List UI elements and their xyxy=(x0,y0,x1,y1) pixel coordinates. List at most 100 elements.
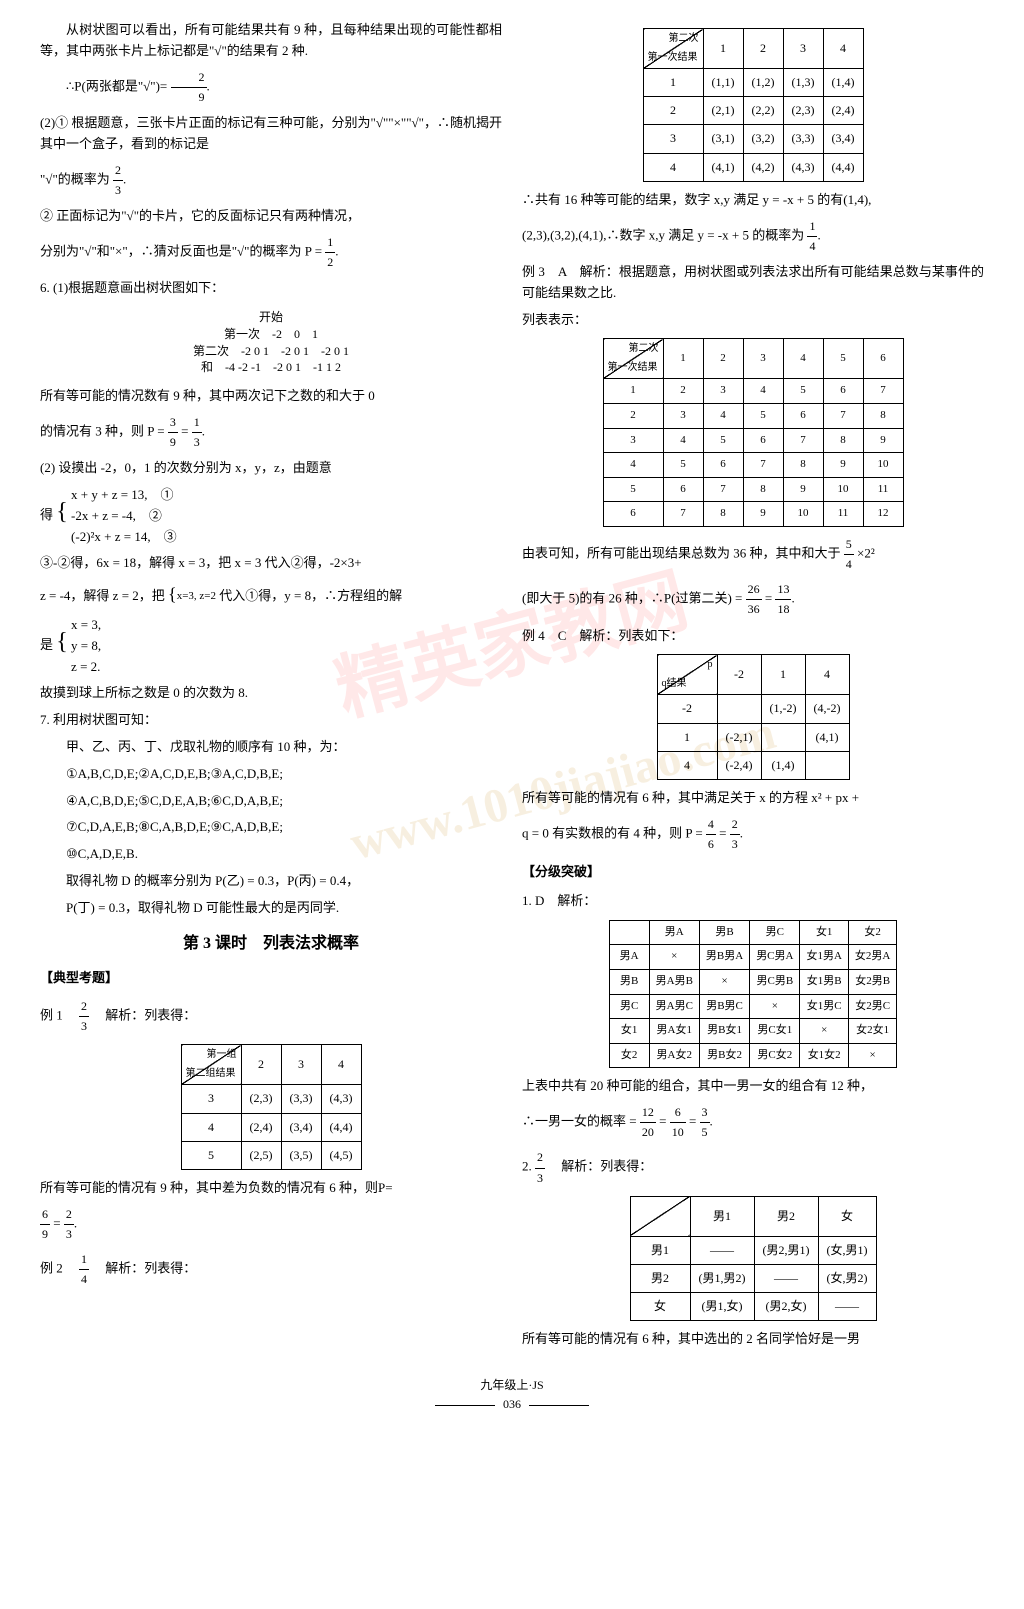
para: 所有等可能的情况数有 9 种，其中两次记下之数的和大于 0 xyxy=(40,386,502,407)
cell: 6 xyxy=(743,428,783,453)
cell: 男2 xyxy=(630,1265,690,1293)
footer-grade: 九年级上·JS xyxy=(40,1376,984,1395)
cell: 女2 xyxy=(848,920,896,945)
lesson-heading: 第 3 课时 列表法求概率 xyxy=(40,931,502,957)
cell: 男C女2 xyxy=(750,1043,800,1068)
para: 所有等可能的情况有 9 种，其中差为负数的情况有 6 种，则P= xyxy=(40,1178,502,1199)
cell: 7 xyxy=(743,453,783,478)
para: ③-②得，6x = 18，解得 x = 3，把 x = 3 代入②得，-2×3+ xyxy=(40,553,502,574)
cell: (3,2) xyxy=(743,125,783,153)
cell: (男2,女) xyxy=(754,1293,818,1321)
table-2: 第二次第一次结果 1234 1(1,1)(1,2)(1,3)(1,4) 2(2,… xyxy=(643,28,864,182)
cell: (2,1) xyxy=(703,97,743,125)
cell xyxy=(805,751,849,779)
cell: 6 xyxy=(823,379,863,404)
text: ∴一男一女的概率 = xyxy=(522,1114,637,1129)
cell: 9 xyxy=(863,428,903,453)
cell: 1 xyxy=(643,69,703,97)
cell: 9 xyxy=(783,477,823,502)
para: (即大于 5)的有 26 种，∴P(过第二关) = 2636 = 1318. xyxy=(522,580,984,619)
para: 2. 23 解析：列表得： xyxy=(522,1148,984,1187)
para: "√"的概率为 23. xyxy=(40,161,502,200)
text: (2,3),(3,2),(4,1),∴数字 x,y 满足 y = -x + 5 … xyxy=(522,227,804,242)
text: 得 xyxy=(40,507,53,522)
para: 列表表示： xyxy=(522,310,984,331)
cell: (男2,男1) xyxy=(754,1236,818,1264)
cell: 6 xyxy=(863,339,903,379)
cell: 3 xyxy=(703,379,743,404)
fraction: 23 xyxy=(535,1148,545,1187)
section-heading: 【典型考题】 xyxy=(40,968,502,989)
fraction: 1220 xyxy=(640,1103,656,1142)
page-number: 036 xyxy=(503,1397,521,1411)
para: 的情况有 3 种，则 P = 39 = 13. xyxy=(40,413,502,452)
cell: 男A女2 xyxy=(649,1043,699,1068)
fraction: 35 xyxy=(700,1103,710,1142)
text: 例 1 xyxy=(40,1008,76,1023)
para: q = 0 有实数根的有 4 种，则 P = 46 = 23. xyxy=(522,815,984,854)
cell: 女2女1 xyxy=(848,1019,896,1044)
equation: x + y + z = 13, ① xyxy=(71,485,177,506)
diag-bot: 第二组结果 xyxy=(186,1066,236,1082)
cell: 男B xyxy=(699,920,749,945)
para: 所有等可能的情况有 6 种，其中满足关于 x 的方程 x² + px + xyxy=(522,788,984,809)
cell: 8 xyxy=(823,428,863,453)
cell: 男2 xyxy=(754,1196,818,1236)
cell: (1,3) xyxy=(783,69,823,97)
equation: (-2)²x + z = 14, ③ xyxy=(71,527,177,548)
fraction: 23 xyxy=(79,997,89,1036)
para: (2,3),(3,2),(4,1),∴数字 x,y 满足 y = -x + 5 … xyxy=(522,217,984,256)
para: 1. D 解析： xyxy=(522,891,984,912)
cell: 4 xyxy=(603,453,663,478)
tree-val: -4 -2 -1 xyxy=(225,359,261,376)
cell: (4,5) xyxy=(321,1141,361,1169)
para: ∴共有 16 种等可能的结果，数字 x,y 满足 y = -x + 5 的有(1… xyxy=(522,190,984,211)
tree-val: 0 xyxy=(294,326,300,343)
table-4: pq结果 -214 -2(1,-2)(4,-2) 1(-2,1)(4,1) 4(… xyxy=(657,654,850,780)
tree-val: -2 0 1 xyxy=(321,343,349,360)
cell: 3 xyxy=(783,29,823,69)
cell: 5 xyxy=(823,339,863,379)
text: ∴P(两张都是"√")= xyxy=(66,78,167,93)
sol-line: x = 3, xyxy=(71,615,101,636)
cell: (2,4) xyxy=(241,1113,281,1141)
text: = xyxy=(53,1215,64,1230)
cell xyxy=(717,695,761,723)
equation: x=3, z=2 xyxy=(177,588,216,606)
fraction: 69 xyxy=(40,1205,50,1244)
text: = xyxy=(765,591,776,606)
cell: (4,3) xyxy=(783,153,823,181)
para: 上表中共有 20 种可能的组合，其中一男一女的组合有 12 种， xyxy=(522,1076,984,1097)
text: "√"的概率为 xyxy=(40,171,110,186)
cell: 女1男B xyxy=(800,969,848,994)
cell: (2,3) xyxy=(783,97,823,125)
tree-diagram: 开始 第一次 -2 0 1 第二次 -2 0 1 -2 0 1 -2 0 1 和… xyxy=(40,309,502,376)
text: 例 2 xyxy=(40,1261,76,1276)
diag-cell xyxy=(630,1196,690,1236)
cell: 女1 xyxy=(609,1019,649,1044)
cell: (4,4) xyxy=(321,1113,361,1141)
cell: 10 xyxy=(863,453,903,478)
cell: —— xyxy=(818,1293,876,1321)
cell: 男A男C xyxy=(649,994,699,1019)
cell: 5 xyxy=(603,477,663,502)
para: ①A,B,C,D,E;②A,C,D,E,B;③A,C,D,B,E; xyxy=(40,764,502,785)
cell: 5 xyxy=(743,403,783,428)
cell: 4 xyxy=(783,339,823,379)
cell: 12 xyxy=(863,502,903,527)
cell: 7 xyxy=(823,403,863,428)
cell: 女2男C xyxy=(848,994,896,1019)
para: (2) 设摸出 -2，0，1 的次数分别为 x，y，z，由题意 xyxy=(40,458,502,479)
text: 解析：列表得： xyxy=(548,1159,652,1174)
cell: 男A女1 xyxy=(649,1019,699,1044)
equation-system: 得 { x + y + z = 13, ① -2x + z = -4, ② (-… xyxy=(40,485,502,547)
cell: 5 xyxy=(181,1141,241,1169)
fraction: 1318 xyxy=(775,580,791,619)
fraction: 14 xyxy=(79,1250,89,1289)
cell: 7 xyxy=(863,379,903,404)
text: = xyxy=(181,424,192,439)
cell: × xyxy=(699,969,749,994)
para: 故摸到球上所标之数是 0 的次数为 8. xyxy=(40,683,502,704)
cell: 男B男A xyxy=(699,945,749,970)
table-header: 3 xyxy=(281,1045,321,1085)
